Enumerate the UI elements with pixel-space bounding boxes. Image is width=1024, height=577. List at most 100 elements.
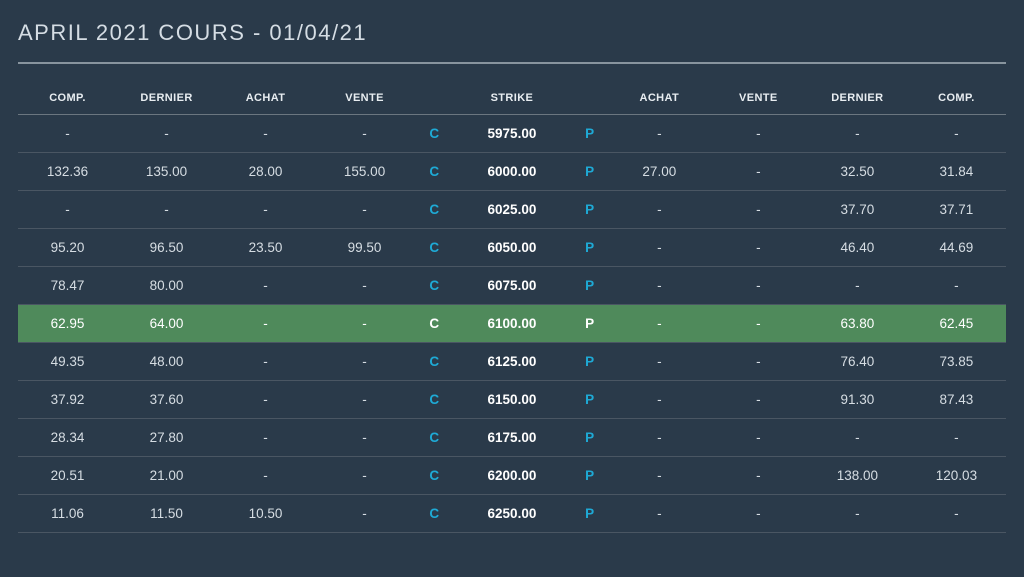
cell-call-achat: - (216, 381, 315, 419)
cell-call-comp: 11.06 (18, 495, 117, 533)
table-row[interactable]: 95.2096.5023.5099.50C6050.00P--46.4044.6… (18, 229, 1006, 267)
cell-call-comp: 20.51 (18, 457, 117, 495)
cell-strike: 6075.00 (454, 267, 569, 305)
cell-p-marker: P (570, 343, 610, 381)
cell-call-achat: - (216, 305, 315, 343)
col-put-vente[interactable]: VENTE (709, 86, 808, 115)
cell-put-achat: - (610, 495, 709, 533)
cell-put-comp: - (907, 115, 1006, 153)
cell-put-dernier: 63.80 (808, 305, 907, 343)
cell-put-comp: 44.69 (907, 229, 1006, 267)
cell-call-achat: 23.50 (216, 229, 315, 267)
col-call-vente[interactable]: VENTE (315, 86, 414, 115)
col-call-dernier[interactable]: DERNIER (117, 86, 216, 115)
cell-call-comp: 78.47 (18, 267, 117, 305)
cell-put-vente: - (709, 191, 808, 229)
cell-put-vente: - (709, 381, 808, 419)
cell-strike: 6200.00 (454, 457, 569, 495)
options-chain-table: COMP. DERNIER ACHAT VENTE STRIKE ACHAT V… (18, 86, 1006, 533)
cell-strike: 6025.00 (454, 191, 569, 229)
cell-call-vente: - (315, 495, 414, 533)
cell-p-marker: P (570, 153, 610, 191)
cell-call-achat: - (216, 191, 315, 229)
col-call-comp[interactable]: COMP. (18, 86, 117, 115)
table-row[interactable]: ----C5975.00P---- (18, 115, 1006, 153)
cell-strike: 6250.00 (454, 495, 569, 533)
table-row[interactable]: 37.9237.60--C6150.00P--91.3087.43 (18, 381, 1006, 419)
cell-put-vente: - (709, 153, 808, 191)
cell-call-achat: - (216, 115, 315, 153)
cell-call-vente: - (315, 419, 414, 457)
cell-put-achat: - (610, 419, 709, 457)
cell-put-dernier: 37.70 (808, 191, 907, 229)
cell-put-comp: 37.71 (907, 191, 1006, 229)
cell-c-marker: C (414, 191, 454, 229)
table-row[interactable]: 132.36135.0028.00155.00C6000.00P27.00-32… (18, 153, 1006, 191)
cell-p-marker: P (570, 267, 610, 305)
table-row[interactable]: 62.9564.00--C6100.00P--63.8062.45 (18, 305, 1006, 343)
cell-put-dernier: - (808, 267, 907, 305)
cell-put-vente: - (709, 457, 808, 495)
cell-call-vente: - (315, 457, 414, 495)
cell-c-marker: C (414, 229, 454, 267)
cell-put-achat: - (610, 381, 709, 419)
cell-put-achat: - (610, 191, 709, 229)
cell-put-comp: 62.45 (907, 305, 1006, 343)
cell-call-achat: 10.50 (216, 495, 315, 533)
cell-strike: 6125.00 (454, 343, 569, 381)
col-put-dernier[interactable]: DERNIER (808, 86, 907, 115)
cell-call-vente: - (315, 305, 414, 343)
table-row[interactable]: 20.5121.00--C6200.00P--138.00120.03 (18, 457, 1006, 495)
cell-put-vente: - (709, 305, 808, 343)
cell-put-comp: - (907, 267, 1006, 305)
cell-put-comp: - (907, 495, 1006, 533)
cell-strike: 6150.00 (454, 381, 569, 419)
cell-put-comp: - (907, 419, 1006, 457)
cell-c-marker: C (414, 495, 454, 533)
cell-put-dernier: - (808, 419, 907, 457)
cell-call-dernier: - (117, 115, 216, 153)
cell-put-dernier: - (808, 115, 907, 153)
cell-call-dernier: 37.60 (117, 381, 216, 419)
cell-call-dernier: 48.00 (117, 343, 216, 381)
table-row[interactable]: 49.3548.00--C6125.00P--76.4073.85 (18, 343, 1006, 381)
cell-c-marker: C (414, 381, 454, 419)
cell-call-achat: - (216, 267, 315, 305)
cell-call-dernier: - (117, 191, 216, 229)
cell-call-vente: - (315, 191, 414, 229)
cell-c-marker: C (414, 343, 454, 381)
cell-c-marker: C (414, 457, 454, 495)
cell-p-marker: P (570, 229, 610, 267)
table-row[interactable]: 11.0611.5010.50-C6250.00P---- (18, 495, 1006, 533)
table-row[interactable]: ----C6025.00P--37.7037.71 (18, 191, 1006, 229)
cell-p-marker: P (570, 305, 610, 343)
col-strike[interactable]: STRIKE (454, 86, 569, 115)
cell-put-vente: - (709, 343, 808, 381)
cell-call-vente: - (315, 115, 414, 153)
cell-put-dernier: 138.00 (808, 457, 907, 495)
cell-strike: 6175.00 (454, 419, 569, 457)
col-put-comp[interactable]: COMP. (907, 86, 1006, 115)
cell-put-comp: 31.84 (907, 153, 1006, 191)
cell-call-dernier: 64.00 (117, 305, 216, 343)
cell-strike: 6000.00 (454, 153, 569, 191)
cell-call-achat: - (216, 419, 315, 457)
cell-put-dernier: - (808, 495, 907, 533)
cell-call-comp: - (18, 115, 117, 153)
cell-call-vente: 99.50 (315, 229, 414, 267)
col-call-achat[interactable]: ACHAT (216, 86, 315, 115)
cell-call-dernier: 21.00 (117, 457, 216, 495)
cell-put-dernier: 32.50 (808, 153, 907, 191)
cell-put-achat: 27.00 (610, 153, 709, 191)
col-c-marker (414, 86, 454, 115)
cell-put-achat: - (610, 457, 709, 495)
col-put-achat[interactable]: ACHAT (610, 86, 709, 115)
cell-put-vente: - (709, 229, 808, 267)
cell-put-achat: - (610, 267, 709, 305)
table-row[interactable]: 78.4780.00--C6075.00P---- (18, 267, 1006, 305)
cell-put-vente: - (709, 115, 808, 153)
cell-c-marker: C (414, 267, 454, 305)
cell-p-marker: P (570, 191, 610, 229)
cell-call-dernier: 11.50 (117, 495, 216, 533)
table-row[interactable]: 28.3427.80--C6175.00P---- (18, 419, 1006, 457)
